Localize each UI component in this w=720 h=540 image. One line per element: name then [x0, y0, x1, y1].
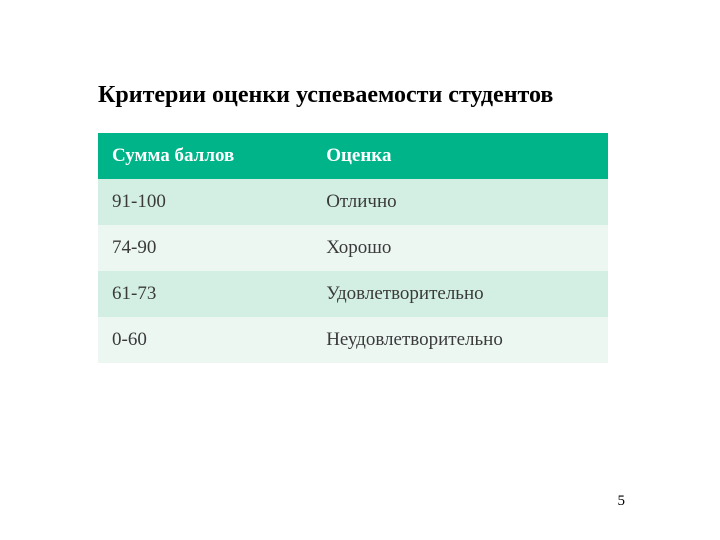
page-title: Критерии оценки успеваемости студентов — [98, 82, 630, 109]
table-row: 91-100 Отлично — [98, 179, 608, 225]
page-number: 5 — [618, 493, 626, 510]
col-header-grade: Оценка — [312, 133, 608, 179]
cell-grade: Отлично — [312, 179, 608, 225]
cell-grade: Удовлетворительно — [312, 271, 608, 317]
table-row: 0-60 Неудовлетворительно — [98, 317, 608, 363]
grading-table: Сумма баллов Оценка 91-100 Отлично 74-90… — [98, 133, 608, 363]
table-row: 61-73 Удовлетворительно — [98, 271, 608, 317]
table-row: 74-90 Хорошо — [98, 225, 608, 271]
cell-grade: Хорошо — [312, 225, 608, 271]
slide-content: Критерии оценки успеваемости студентов С… — [0, 0, 720, 363]
cell-score: 91-100 — [98, 179, 312, 225]
cell-score: 0-60 — [98, 317, 312, 363]
table-header-row: Сумма баллов Оценка — [98, 133, 608, 179]
col-header-score: Сумма баллов — [98, 133, 312, 179]
cell-score: 61-73 — [98, 271, 312, 317]
cell-grade: Неудовлетворительно — [312, 317, 608, 363]
cell-score: 74-90 — [98, 225, 312, 271]
